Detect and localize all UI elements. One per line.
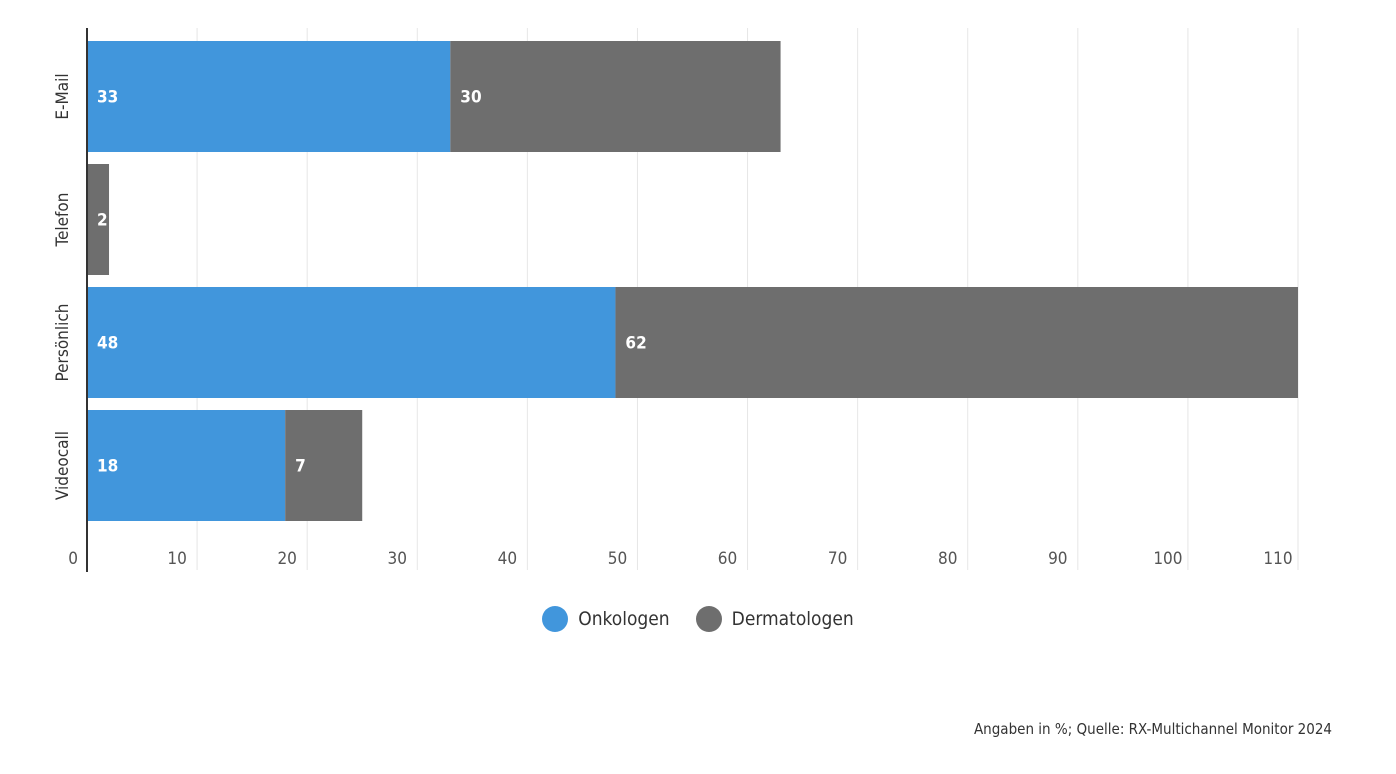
bar-dermatologen-3[interactable] — [285, 410, 363, 521]
x-tick-label-90: 90 — [1048, 549, 1067, 569]
legend-label-onkologen: Onkologen — [578, 608, 670, 630]
bar-dermatologen-1[interactable] — [87, 164, 110, 275]
x-tick-label-50: 50 — [608, 549, 627, 569]
x-tick-label-100: 100 — [1153, 549, 1182, 569]
x-tick-label-0: 0 — [68, 549, 78, 569]
data-label-dermatologen-3: 7 — [295, 457, 306, 477]
x-tick-label-10: 10 — [167, 549, 186, 569]
legend: Onkologen Dermatologen — [0, 606, 1396, 632]
category-label-1: Telefon — [53, 193, 73, 248]
x-tick-label-80: 80 — [938, 549, 957, 569]
x-tick-label-110: 110 — [1263, 549, 1292, 569]
x-tick-label-30: 30 — [388, 549, 407, 569]
data-label-dermatologen-2: 62 — [625, 334, 646, 354]
category-label-2: Persönlich — [53, 304, 73, 382]
x-tick-label-20: 20 — [277, 549, 296, 569]
stacked-bar-chart: 33 30 2 48 62 18 7 E-Mail Telefon Persönlich Video… — [53, 28, 1299, 572]
data-label-onkologen-0: 33 — [97, 88, 118, 108]
x-tick-label-70: 70 — [828, 549, 847, 569]
legend-swatch-onkologen — [542, 606, 569, 632]
bar-onkologen-2[interactable] — [87, 287, 616, 398]
data-label-onkologen-2: 48 — [97, 334, 118, 354]
data-label-dermatologen-1: 2 — [97, 211, 108, 231]
data-label-onkologen-3: 18 — [97, 457, 118, 477]
legend-swatch-dermatologen — [695, 606, 722, 632]
x-tick-label-60: 60 — [718, 549, 737, 569]
category-label-0: E-Mail — [53, 73, 73, 119]
bar-dermatologen-2[interactable] — [615, 287, 1298, 398]
category-label-3: Videocall — [53, 431, 73, 500]
bar-onkologen-3[interactable] — [87, 410, 286, 521]
source-note: Angaben in %; Quelle: RX-Multichannel Mo… — [973, 720, 1332, 738]
legend-item-onkologen[interactable]: Onkologen — [542, 606, 670, 632]
legend-item-dermatologen[interactable]: Dermatologen — [695, 606, 854, 632]
data-label-dermatologen-0: 30 — [460, 88, 481, 108]
bar-dermatologen-0[interactable] — [450, 41, 781, 152]
bar-onkologen-0[interactable] — [87, 41, 451, 152]
x-tick-label-40: 40 — [498, 549, 517, 569]
legend-label-dermatologen: Dermatologen — [731, 608, 854, 630]
